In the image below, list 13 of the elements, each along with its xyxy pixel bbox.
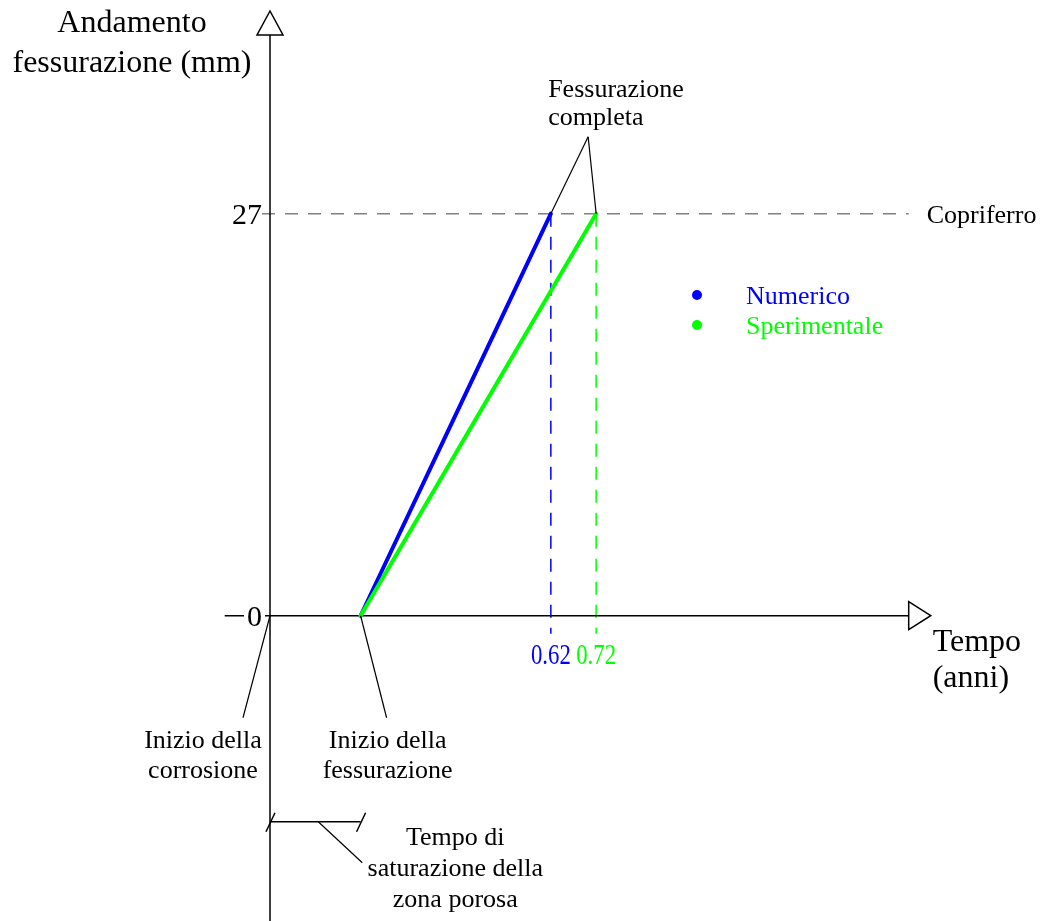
x-axis-title: Tempo (anni) xyxy=(932,621,1022,694)
annotation: Inizio della corrosione xyxy=(144,724,263,784)
x-tick-label: 0.62 xyxy=(530,636,571,671)
legend-label: Numerico xyxy=(746,281,850,310)
y-tick-label: 27 xyxy=(232,197,262,231)
ref-line-label: Copriferro xyxy=(926,199,1037,229)
annotation: Fessurazione completa xyxy=(548,73,684,131)
annotation: Tempo di saturazione della zona porosa xyxy=(367,821,544,913)
y-axis-title: Andamento fessurazione (mm) xyxy=(12,3,252,79)
y-tick-label: 0 xyxy=(247,599,262,633)
annotation: Inizio della fessurazione xyxy=(322,724,453,784)
legend-label: Sperimentale xyxy=(746,311,884,340)
x-tick-label: 0.72 xyxy=(576,636,617,671)
